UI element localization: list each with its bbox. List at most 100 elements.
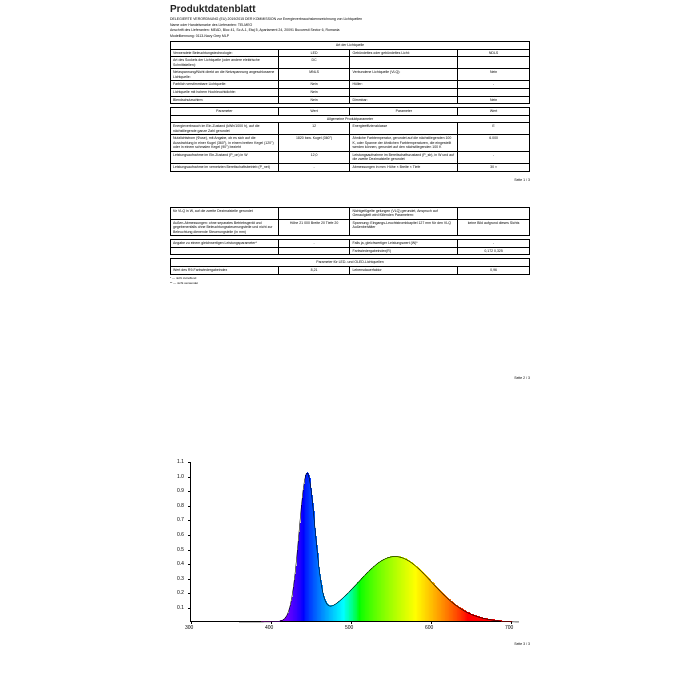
table-cell: LED (278, 49, 350, 57)
table-cell: - (458, 240, 530, 248)
table-cell: Ähnliche Farbtemperatur, gerundet auf di… (350, 135, 458, 152)
x-tick-label: 600 (425, 625, 433, 631)
table-cell: Abmessungen in mm: Höhe × Breite × Tiefe (350, 164, 458, 172)
table-cell: - (458, 151, 530, 163)
table-cell: Netzspannung/Nicht direkt an die Netzspa… (171, 69, 279, 81)
table-cell (171, 247, 279, 255)
table-cell: Lebensdauerfaktor (350, 266, 458, 274)
y-tick-label: 0.1 (177, 605, 184, 611)
table-cell: 1820 bzw. Kugel (360°) (278, 135, 350, 152)
table-cell: Höhe 21 000 Breite 20 Tiefe 20 (278, 219, 350, 236)
table-cell (278, 247, 350, 255)
table-art: Art der Lichtquelle Verwendete Beleuchtu… (170, 41, 530, 104)
table-cell: Hüller: (350, 81, 458, 89)
table-cell: Leistungsaufnahme im Bereitschaftszustan… (350, 151, 458, 163)
address-value: MEAD, Bloc 41, Sc A-1, Etaj 5, Apartamen… (211, 28, 340, 32)
table-cell: keine Bild aufgrund dieses Sichts (458, 219, 530, 236)
page-3-footer: Seite 3 / 3 (170, 642, 530, 646)
table-cell: Art des Sockels der Lichtquelle (oder an… (171, 57, 279, 69)
table-cell: Gebündeltes oder gebündeltes Licht: (350, 49, 458, 57)
y-tick-label: 1.0 (177, 474, 184, 480)
y-tick-label: 0.2 (177, 590, 184, 596)
table-cell (458, 207, 530, 219)
sect1-title: Art der Lichtquelle (171, 42, 530, 50)
table-cell: Nein (278, 96, 350, 104)
table-cell: Nein (458, 69, 530, 81)
table-cell (458, 89, 530, 97)
table-cell: Farbwiedergabeindex(R) (350, 247, 458, 255)
table-cell: Nichtgefügelte gelungen (VLQ) gerundet, … (350, 207, 458, 219)
table-cell: 8,21 (278, 266, 350, 274)
page-title: Produktdatenblatt (170, 4, 530, 15)
table-cell: NDLS (458, 49, 530, 57)
table-header: Parameter (350, 108, 458, 116)
table-cont: für VLQ in W, auf die zweite Dezimalstel… (170, 207, 530, 237)
supplier-value: TELMEO (238, 23, 252, 27)
table-led: Parameter für LED- und OLED-Lichtquellen… (170, 258, 530, 274)
table-cell: E (458, 123, 530, 135)
y-tick-label: 0.9 (177, 488, 184, 494)
table-cell: Nein (278, 81, 350, 89)
table-cell: Angabe zu einem gleichwertigen Leistungs… (171, 240, 279, 248)
table-cell: Nein (278, 89, 350, 97)
table-cell (350, 89, 458, 97)
table-cell: für VLQ in W, auf die zweite Dezimalstel… (171, 207, 279, 219)
page-1: Produktdatenblatt DELEGIERTE VERORDNUNG … (170, 0, 530, 192)
table-cell (458, 57, 530, 69)
regulation-line: DELEGIERTE VERORDNUNG (EU) 2019/2015 DER… (170, 17, 530, 22)
table-cell: Farblich verstimmbare Lichtquelle: (171, 81, 279, 89)
footnote-2: ** — nicht verwendet (170, 282, 530, 286)
table-params: ParameterWertParameterWert Allgemeine Pr… (170, 107, 530, 171)
table-cell: Leistungsaufnahme im Ein-Zustand (P_on) … (171, 151, 279, 163)
table-cell: 30 × (458, 164, 530, 172)
table-cell: DC (278, 57, 350, 69)
table-cell: Energieeffizienzklasse (350, 123, 458, 135)
table-cell: - (278, 240, 350, 248)
table-cell (278, 207, 350, 219)
table-cell: Spannung: Eingangs-Leuchtstrombkapitel 1… (350, 219, 458, 236)
table-cell: - (278, 164, 350, 172)
table-cell: Dimmbar: (350, 96, 458, 104)
table-cell: Nein (458, 96, 530, 104)
y-tick-label: 0.6 (177, 532, 184, 538)
table-cell: Verbundene Lichtquelle (VLQ): (350, 69, 458, 81)
x-tick-label: 400 (265, 625, 273, 631)
table-header: Wert (458, 108, 530, 116)
sect2-title: Allgemeine Produktparameter (171, 115, 530, 123)
table-header: Parameter (171, 108, 279, 116)
y-tick-label: 0.5 (177, 547, 184, 553)
table-cell: Wert des R9-Farbwiedergabeindex (171, 266, 279, 274)
table-header: Wert (278, 108, 350, 116)
sect3-title: Parameter für LED- und OLED-Lichtquellen (171, 259, 530, 267)
model-label: Modellkennung: (170, 34, 195, 38)
table-cell: MNLS (278, 69, 350, 81)
table-cell: Außen-Abmessungen: ohne separates Betrie… (171, 219, 279, 236)
model-row: Modellkennung: 0113-Navy Grey MLP (170, 34, 530, 39)
table-cell: Blendschutzschirm: (171, 96, 279, 104)
table-cell: Leistungsaufnahme im vernetzten Bereitsc… (171, 164, 279, 172)
spectrum-chart: 0.10.20.30.40.50.60.70.80.91.01.13004005… (190, 462, 510, 622)
table-cell: Nutzlichtstrom (Φuse), mit Angabe, ob es… (171, 135, 279, 152)
page-1-footer: Seite 1 / 3 (170, 178, 530, 182)
table-cell: 12 (278, 123, 350, 135)
x-tick-label: 700 (505, 625, 513, 631)
address-label: Anschrift des Lieferanten: (170, 28, 210, 32)
model-value: 0113-Navy Grey MLP (196, 34, 229, 38)
table-cell: Lichtquelle mit hohem Hochleuchtdichte: (171, 89, 279, 97)
table-cell: 6.000 (458, 135, 530, 152)
table-cell: - (458, 81, 530, 89)
supplier-label: Name oder Handelsmarke des Lieferanten: (170, 23, 237, 27)
table-cell: Falls ja, gleichwertiger Leistungswert (… (350, 240, 458, 248)
page-2: für VLQ in W, auf die zweite Dezimalstel… (170, 200, 530, 391)
table-cell: 0,172 0,325 (458, 247, 530, 255)
y-tick-label: 1.1 (177, 459, 184, 465)
table-cell: Energieverbrauch im Ein-Zustand (kWh/100… (171, 123, 279, 135)
table-equiv: Angabe zu einem gleichwertigen Leistungs… (170, 239, 530, 255)
page-2-footer: Seite 2 / 3 (170, 376, 530, 380)
page-3: 0.10.20.30.40.50.60.70.80.91.01.13004005… (170, 398, 530, 656)
y-tick-label: 0.4 (177, 561, 184, 567)
address-row: Anschrift des Lieferanten: MEAD, Bloc 41… (170, 28, 530, 33)
x-tick-label: 300 (185, 625, 193, 631)
supplier-row: Name oder Handelsmarke des Lieferanten: … (170, 23, 530, 28)
table-cell: 12,0 (278, 151, 350, 163)
